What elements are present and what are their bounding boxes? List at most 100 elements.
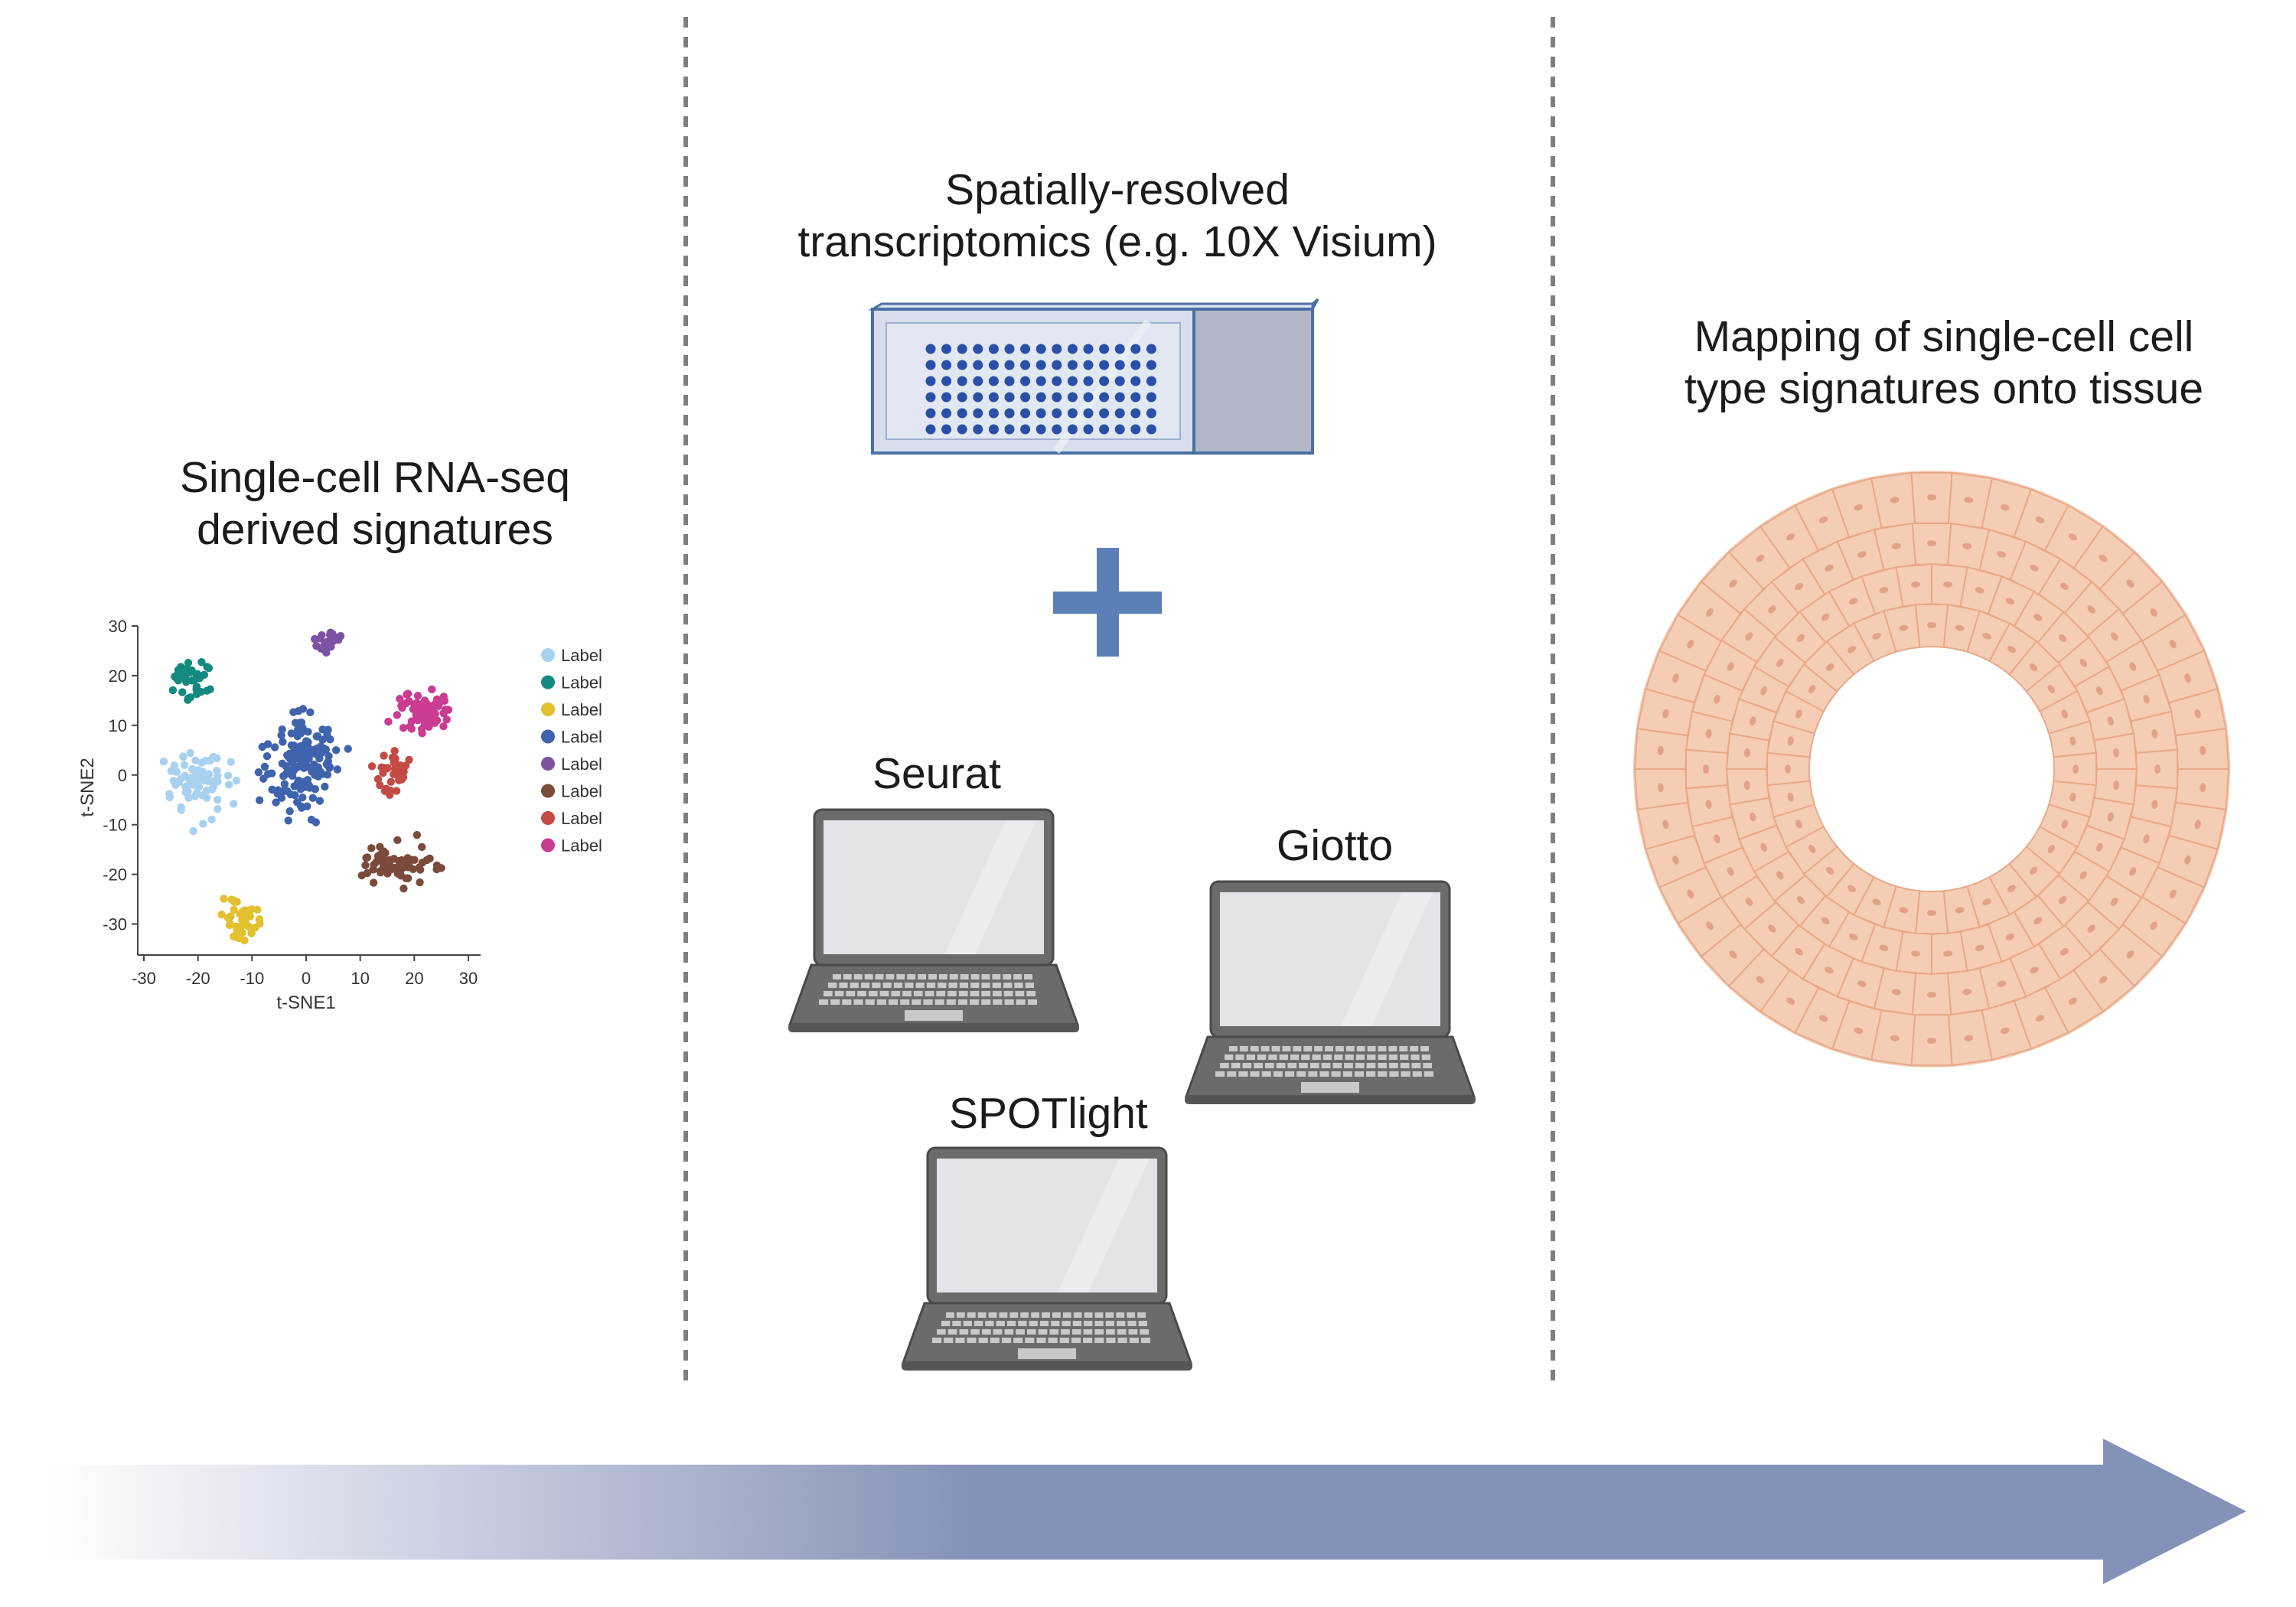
- keyboard-key: [1094, 1312, 1104, 1318]
- keyboard-key: [1231, 1063, 1241, 1068]
- slide-spot: [957, 344, 967, 354]
- slide-spot: [1099, 424, 1110, 435]
- cell-nucleus: [2129, 867, 2137, 876]
- cell-nucleus: [2169, 640, 2177, 649]
- slide-spot: [925, 408, 936, 419]
- cell-nucleus: [1756, 976, 1765, 984]
- legend-entry: Label: [561, 782, 602, 801]
- scatter-point: [405, 755, 413, 764]
- scatter-point: [392, 787, 401, 795]
- scatter-point: [413, 699, 421, 707]
- cell-nucleus: [1899, 624, 1909, 631]
- cell-nucleus: [1687, 889, 1694, 898]
- slide-spot: [1004, 376, 1015, 386]
- keyboard-key: [1332, 1063, 1342, 1068]
- keyboard-key: [1284, 1071, 1295, 1077]
- cell-nucleus: [2194, 709, 2201, 719]
- scatter-point: [367, 762, 377, 771]
- keyboard-key: [1059, 1338, 1069, 1343]
- keyboard-key: [1293, 1046, 1302, 1051]
- cell-nucleus: [2061, 709, 2069, 719]
- cell-nucleus: [1768, 605, 1776, 614]
- cell-nucleus: [2047, 685, 2056, 694]
- cell-nucleus: [2030, 564, 2039, 572]
- left-panel-title: Single-cell RNA-seq derived signatures: [77, 451, 673, 556]
- keyboard-key: [957, 999, 968, 1005]
- scatter-point: [390, 863, 400, 872]
- cell-nucleus: [1768, 924, 1776, 933]
- cell-nucleus: [1982, 898, 1991, 906]
- scatter-point: [320, 744, 328, 753]
- keyboard-key: [828, 983, 837, 988]
- keyboard-key: [959, 983, 969, 988]
- scatter-point: [432, 695, 442, 704]
- slide-spot: [1130, 360, 1141, 370]
- keyboard-key: [1401, 1071, 1411, 1077]
- legend-swatch: [541, 729, 555, 744]
- cell-nucleus: [2060, 947, 2069, 956]
- cell-nucleus: [1879, 944, 1889, 951]
- keyboard-key: [1321, 1063, 1331, 1068]
- laptop-edge: [1185, 1095, 1476, 1104]
- scatter-point: [247, 929, 256, 937]
- slide-spot: [925, 376, 936, 386]
- cell-nucleus: [1760, 686, 1768, 696]
- cell-nucleus: [2007, 645, 2016, 654]
- keyboard-key: [1094, 1338, 1104, 1343]
- keyboard-key: [996, 1321, 1005, 1326]
- keyboard-key: [960, 974, 969, 980]
- left-title-line-1: Single-cell RNA-seq: [179, 453, 571, 502]
- cell-nucleus: [1706, 608, 1714, 617]
- scatter-point: [227, 758, 235, 766]
- cell-nucleus: [2143, 695, 2150, 704]
- keyboard-key: [985, 1321, 994, 1326]
- keyboard-key: [1106, 1329, 1115, 1335]
- scatter-point: [394, 869, 403, 878]
- scatter-point: [403, 874, 413, 882]
- slide-spot: [1020, 360, 1031, 370]
- slide-spot: [1114, 360, 1125, 370]
- scatter-point: [331, 746, 341, 755]
- keyboard-key: [842, 999, 852, 1005]
- cell-nucleus: [2113, 781, 2120, 790]
- cell-nucleus: [1891, 989, 1901, 996]
- keyboard-key: [1003, 974, 1012, 980]
- slide-spot: [1020, 408, 1031, 419]
- legend-entry: Label: [561, 673, 602, 693]
- cell-nucleus: [1825, 564, 1834, 572]
- keyboard-key: [850, 983, 859, 988]
- slide-spot: [1004, 424, 1015, 435]
- cell-nucleus: [1818, 1015, 1828, 1022]
- keyboard-key: [1345, 1046, 1355, 1051]
- cell-nucleus: [1727, 662, 1734, 671]
- scatter-point: [404, 862, 413, 870]
- keyboard-key: [993, 991, 1002, 996]
- scatter-point: [277, 794, 286, 802]
- middle-title-line-2: transcriptomics (e.g. 10X Visium): [797, 217, 1437, 266]
- keyboard-key: [839, 983, 848, 988]
- keyboard-key: [833, 974, 841, 980]
- keyboard-key: [981, 999, 991, 1005]
- slide-spot: [1146, 360, 1156, 370]
- keyboard-key: [1084, 1312, 1093, 1318]
- scatter-point: [308, 794, 318, 802]
- cell-nucleus: [1955, 624, 1965, 631]
- laptop-trackpad: [905, 1010, 963, 1021]
- scatter-point: [344, 745, 352, 753]
- cell-nucleus: [2113, 748, 2120, 758]
- cell-nucleus: [1808, 685, 1816, 694]
- scatter-point: [373, 774, 383, 784]
- keyboard-key: [1038, 1329, 1048, 1335]
- scatter-point: [255, 915, 264, 924]
- scatter-point: [263, 751, 272, 761]
- keyboard-key: [1322, 1054, 1332, 1060]
- keyboard-key: [1009, 1312, 1019, 1318]
- keyboard-key: [947, 991, 957, 996]
- cell-nucleus: [2007, 885, 2016, 893]
- cell-nucleus: [1848, 645, 1857, 654]
- legend-entry: Label: [561, 700, 602, 719]
- keyboard-key: [896, 974, 905, 980]
- cell-nucleus: [1943, 950, 1953, 957]
- scatter-point: [170, 761, 179, 770]
- keyboard-key: [1366, 1063, 1376, 1068]
